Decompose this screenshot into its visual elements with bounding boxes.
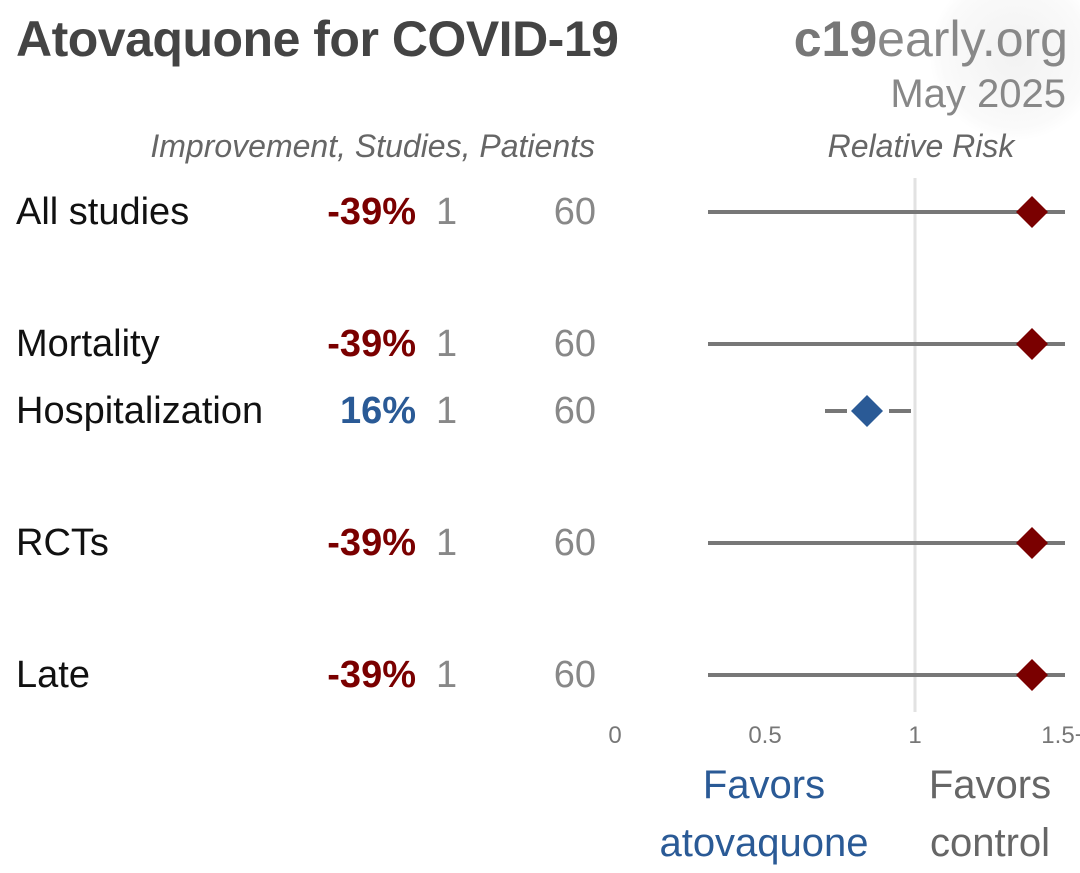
brand-logo: c19early.org bbox=[794, 10, 1068, 68]
row-studies: 1 bbox=[436, 522, 458, 564]
row-improvement: 16% bbox=[339, 390, 416, 432]
row-label: RCTs bbox=[16, 522, 109, 564]
row-improvement: -39% bbox=[327, 522, 416, 564]
row-patients: 60 bbox=[553, 390, 596, 432]
rr-point-marker bbox=[1016, 659, 1048, 691]
axis-tick-label: 0 bbox=[608, 722, 622, 749]
row-studies: 1 bbox=[436, 323, 458, 365]
brand-bold: c19 bbox=[793, 11, 878, 67]
page-title: Atovaquone for COVID-19 bbox=[16, 11, 619, 67]
rr-point-marker bbox=[1016, 527, 1048, 559]
publish-date: May 2025 bbox=[890, 72, 1066, 116]
favors-right-line2: control bbox=[929, 821, 1051, 865]
row-studies: 1 bbox=[436, 390, 458, 432]
columns-header: Improvement, Studies, Patients bbox=[150, 128, 595, 164]
relative-risk-header: Relative Risk bbox=[827, 128, 1015, 164]
row-label: All studies bbox=[16, 191, 190, 233]
rr-point-marker bbox=[1016, 328, 1048, 360]
favors-control-label: Favors control bbox=[929, 756, 1051, 872]
rr-point-marker bbox=[851, 395, 883, 427]
favors-left-line2: atovaquone bbox=[659, 821, 869, 865]
axis-tick-label: 1 bbox=[908, 722, 922, 749]
favors-left-line1: Favors bbox=[702, 763, 826, 807]
row-patients: 60 bbox=[553, 323, 596, 365]
axis-tick-label: 1.5+ bbox=[1041, 722, 1080, 749]
row-improvement: -39% bbox=[327, 191, 416, 233]
row-patients: 60 bbox=[553, 191, 596, 233]
row-label: Hospitalization bbox=[16, 390, 264, 432]
row-label: Mortality bbox=[16, 323, 160, 365]
row-patients: 60 bbox=[553, 654, 596, 696]
rr-point-marker bbox=[1016, 196, 1048, 228]
favors-treatment-label: Favors atovaquone bbox=[659, 756, 868, 872]
row-patients: 60 bbox=[553, 522, 596, 564]
row-studies: 1 bbox=[436, 654, 458, 696]
axis-tick-label: 0.5 bbox=[748, 722, 782, 749]
row-studies: 1 bbox=[436, 191, 458, 233]
row-label: Late bbox=[16, 654, 90, 696]
row-improvement: -39% bbox=[327, 323, 416, 365]
favors-right-line1: Favors bbox=[928, 763, 1052, 807]
brand-rest: early.org bbox=[877, 11, 1068, 67]
row-improvement: -39% bbox=[327, 654, 416, 696]
